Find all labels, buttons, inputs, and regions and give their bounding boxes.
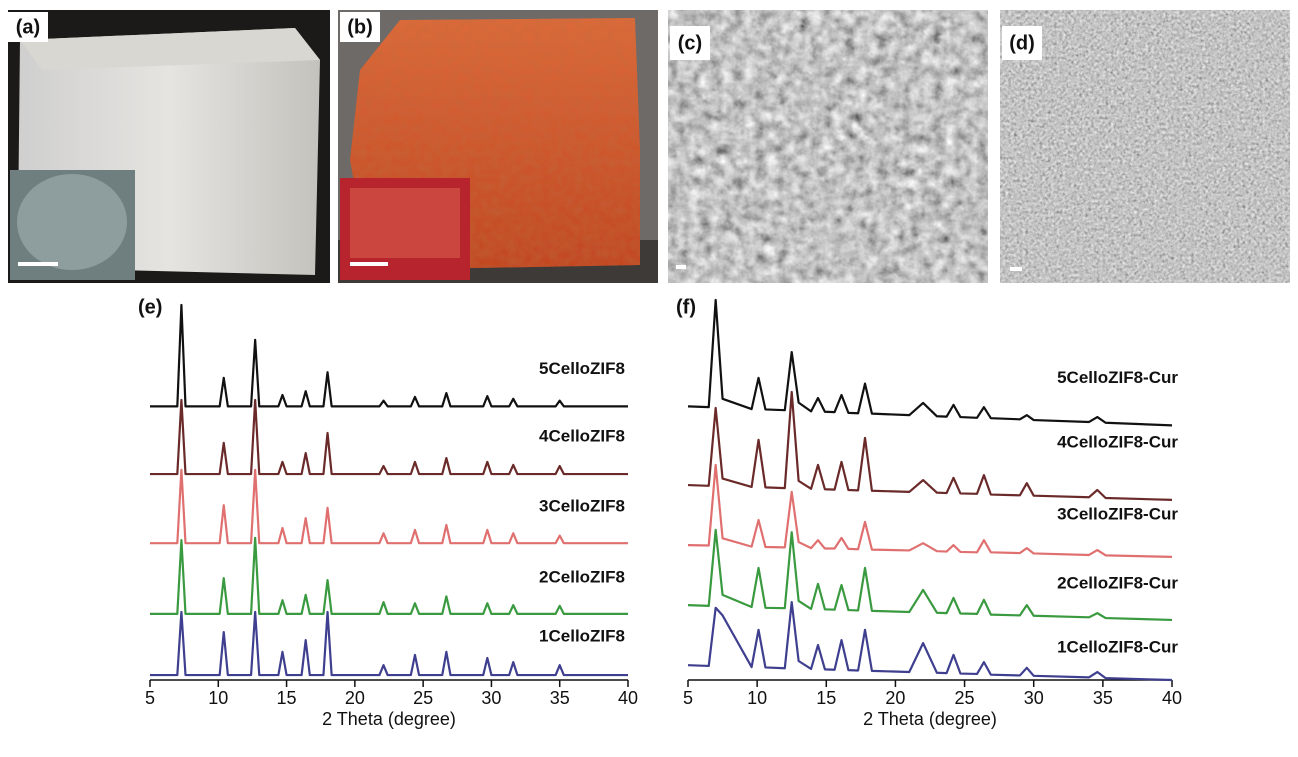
x-tick-label: 25	[955, 688, 975, 708]
series-label: 5CelloZIF8	[539, 359, 625, 378]
panel-label: (f)	[676, 296, 696, 318]
figure: (a) (b) (c) (d) (e) 5 10 15 20 25 30 35 40 2 Thet…	[0, 0, 1298, 757]
x-tick-label: 20	[345, 688, 365, 708]
series-label: 4CelloZIF8	[539, 427, 625, 446]
series-label: 5CelloZIF8-Cur	[1057, 368, 1178, 387]
x-tick-label: 10	[208, 688, 228, 708]
x-tick-label: 35	[550, 688, 570, 708]
x-tick-label: 15	[816, 688, 836, 708]
photo-b: (b)	[338, 10, 658, 283]
xrd-line	[150, 305, 628, 406]
photo-c: (c)	[668, 10, 988, 283]
series-label: 1CelloZIF8	[539, 627, 625, 646]
x-axis-label: 2 Theta (degree)	[863, 709, 997, 729]
x-tick-label: 5	[683, 688, 693, 708]
panel-label: (d)	[1009, 32, 1035, 54]
series-label: 2CelloZIF8	[539, 567, 625, 586]
x-tick-label: 35	[1093, 688, 1113, 708]
x-tick-label: 25	[413, 688, 433, 708]
x-tick-label: 30	[1024, 688, 1044, 708]
panel-label: (a)	[16, 16, 40, 38]
series-label: 1CelloZIF8-Cur	[1057, 637, 1178, 656]
x-tick-label: 5	[145, 688, 155, 708]
x-tick-label: 40	[1162, 688, 1182, 708]
x-tick-label: 30	[481, 688, 501, 708]
series-label: 3CelloZIF8	[539, 497, 625, 516]
panel-label: (b)	[347, 16, 373, 38]
panel-label: (e)	[138, 296, 162, 318]
x-tick-label: 10	[747, 688, 767, 708]
x-tick-label: 40	[618, 688, 638, 708]
series-label: 3CelloZIF8-Cur	[1057, 504, 1178, 523]
panel-label: (c)	[678, 32, 702, 54]
x-tick-label: 15	[277, 688, 297, 708]
photo-a: (a)	[8, 10, 330, 283]
xrd-line	[688, 300, 1172, 425]
x-axis-label: 2 Theta (degree)	[322, 709, 456, 729]
photo-d: (d)	[1000, 10, 1290, 283]
x-tick-label: 20	[885, 688, 905, 708]
series-label: 2CelloZIF8-Cur	[1057, 573, 1178, 592]
series-label: 4CelloZIF8-Cur	[1057, 432, 1178, 451]
